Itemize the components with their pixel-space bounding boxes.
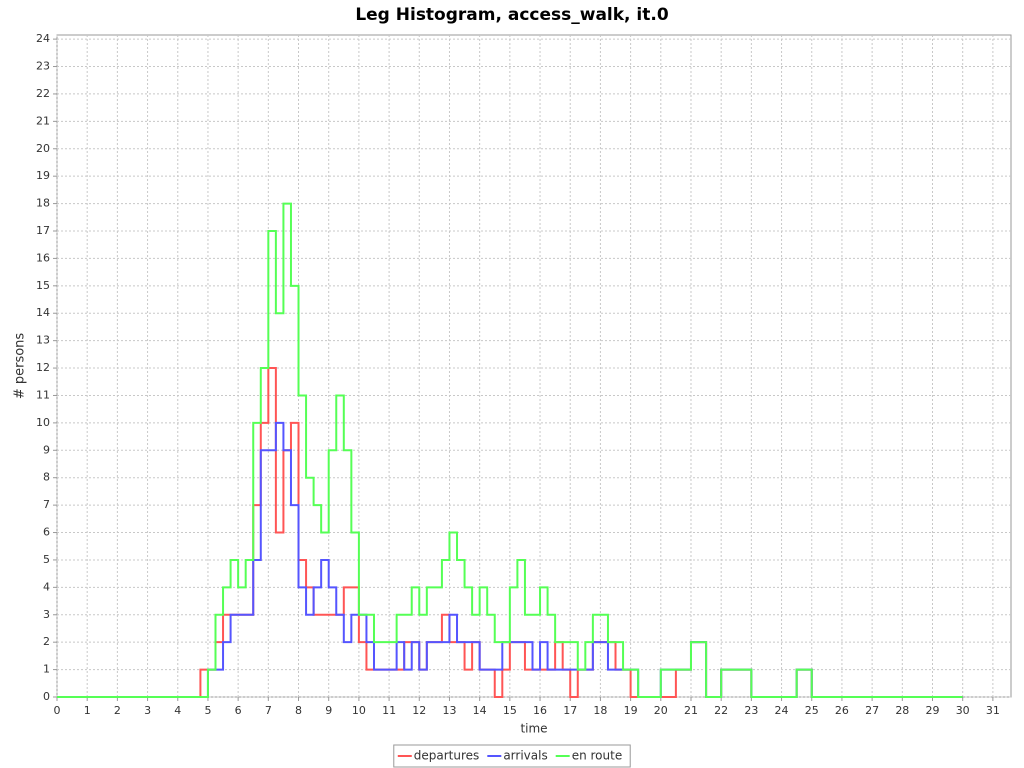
y-tick-label: 14 <box>36 306 50 319</box>
x-tick-label: 20 <box>654 704 668 717</box>
x-tick-label: 10 <box>352 704 366 717</box>
x-tick-label: 27 <box>865 704 879 717</box>
y-tick-label: 24 <box>36 32 50 45</box>
y-tick-label: 23 <box>36 60 50 73</box>
x-tick-label: 31 <box>986 704 1000 717</box>
x-tick-label: 11 <box>382 704 396 717</box>
legend-box <box>393 744 631 768</box>
y-tick-label: 18 <box>36 197 50 210</box>
y-tick-label: 20 <box>36 142 50 155</box>
y-tick-label: 17 <box>36 224 50 237</box>
y-tick-label: 10 <box>36 416 50 429</box>
y-tick-label: 1 <box>43 663 50 676</box>
y-tick-label: 6 <box>43 526 50 539</box>
x-tick-label: 13 <box>442 704 456 717</box>
x-tick-label: 6 <box>235 704 242 717</box>
x-tick-label: 18 <box>593 704 607 717</box>
y-tick-label: 5 <box>43 553 50 566</box>
legend-label: arrivals <box>503 749 547 763</box>
x-tick-label: 15 <box>503 704 517 717</box>
y-tick-label: 19 <box>36 169 50 182</box>
y-tick-label: 15 <box>36 279 50 292</box>
x-tick-label: 26 <box>835 704 849 717</box>
y-tick-label: 8 <box>43 471 50 484</box>
x-tick-label: 7 <box>265 704 272 717</box>
x-tick-label: 3 <box>144 704 151 717</box>
y-tick-label: 16 <box>36 251 50 264</box>
x-tick-label: 17 <box>563 704 577 717</box>
y-tick-label: 7 <box>43 498 50 511</box>
x-tick-label: 28 <box>895 704 909 717</box>
x-tick-label: 5 <box>204 704 211 717</box>
y-tick-label: 12 <box>36 361 50 374</box>
x-tick-label: 30 <box>956 704 970 717</box>
x-axis-label: time <box>520 722 547 736</box>
y-tick-label: 4 <box>43 580 50 593</box>
series-line <box>57 202 963 698</box>
y-tick-label: 21 <box>36 114 50 127</box>
x-tick-label: 23 <box>744 704 758 717</box>
x-tick-label: 1 <box>84 704 91 717</box>
x-tick-label: 19 <box>624 704 638 717</box>
x-tick-label: 9 <box>325 704 332 717</box>
legend-label: departures <box>414 749 480 763</box>
y-axis-label: # persons <box>13 333 28 400</box>
x-tick-label: 22 <box>714 704 728 717</box>
x-tick-label: 29 <box>926 704 940 717</box>
y-tick-label: 22 <box>36 87 50 100</box>
x-tick-label: 4 <box>174 704 181 717</box>
x-tick-label: 8 <box>295 704 302 717</box>
y-tick-label: 0 <box>43 690 50 703</box>
y-tick-label: 9 <box>43 443 50 456</box>
chart-title: Leg Histogram, access_walk, it.0 <box>355 5 669 25</box>
y-tick-label: 11 <box>36 388 50 401</box>
x-tick-label: 0 <box>54 704 61 717</box>
legend: departures arrivals en route <box>393 744 631 768</box>
x-tick-label: 12 <box>412 704 426 717</box>
y-tick-label: 3 <box>43 608 50 621</box>
y-tick-label: 2 <box>43 635 50 648</box>
x-tick-label: 14 <box>473 704 487 717</box>
x-tick-label: 2 <box>114 704 121 717</box>
y-tick-label: 13 <box>36 334 50 347</box>
x-tick-label: 21 <box>684 704 698 717</box>
legend-label: en route <box>572 749 623 763</box>
x-tick-label: 25 <box>805 704 819 717</box>
x-tick-label: 24 <box>775 704 789 717</box>
x-tick-label: 16 <box>533 704 547 717</box>
plot-area <box>56 34 1012 698</box>
